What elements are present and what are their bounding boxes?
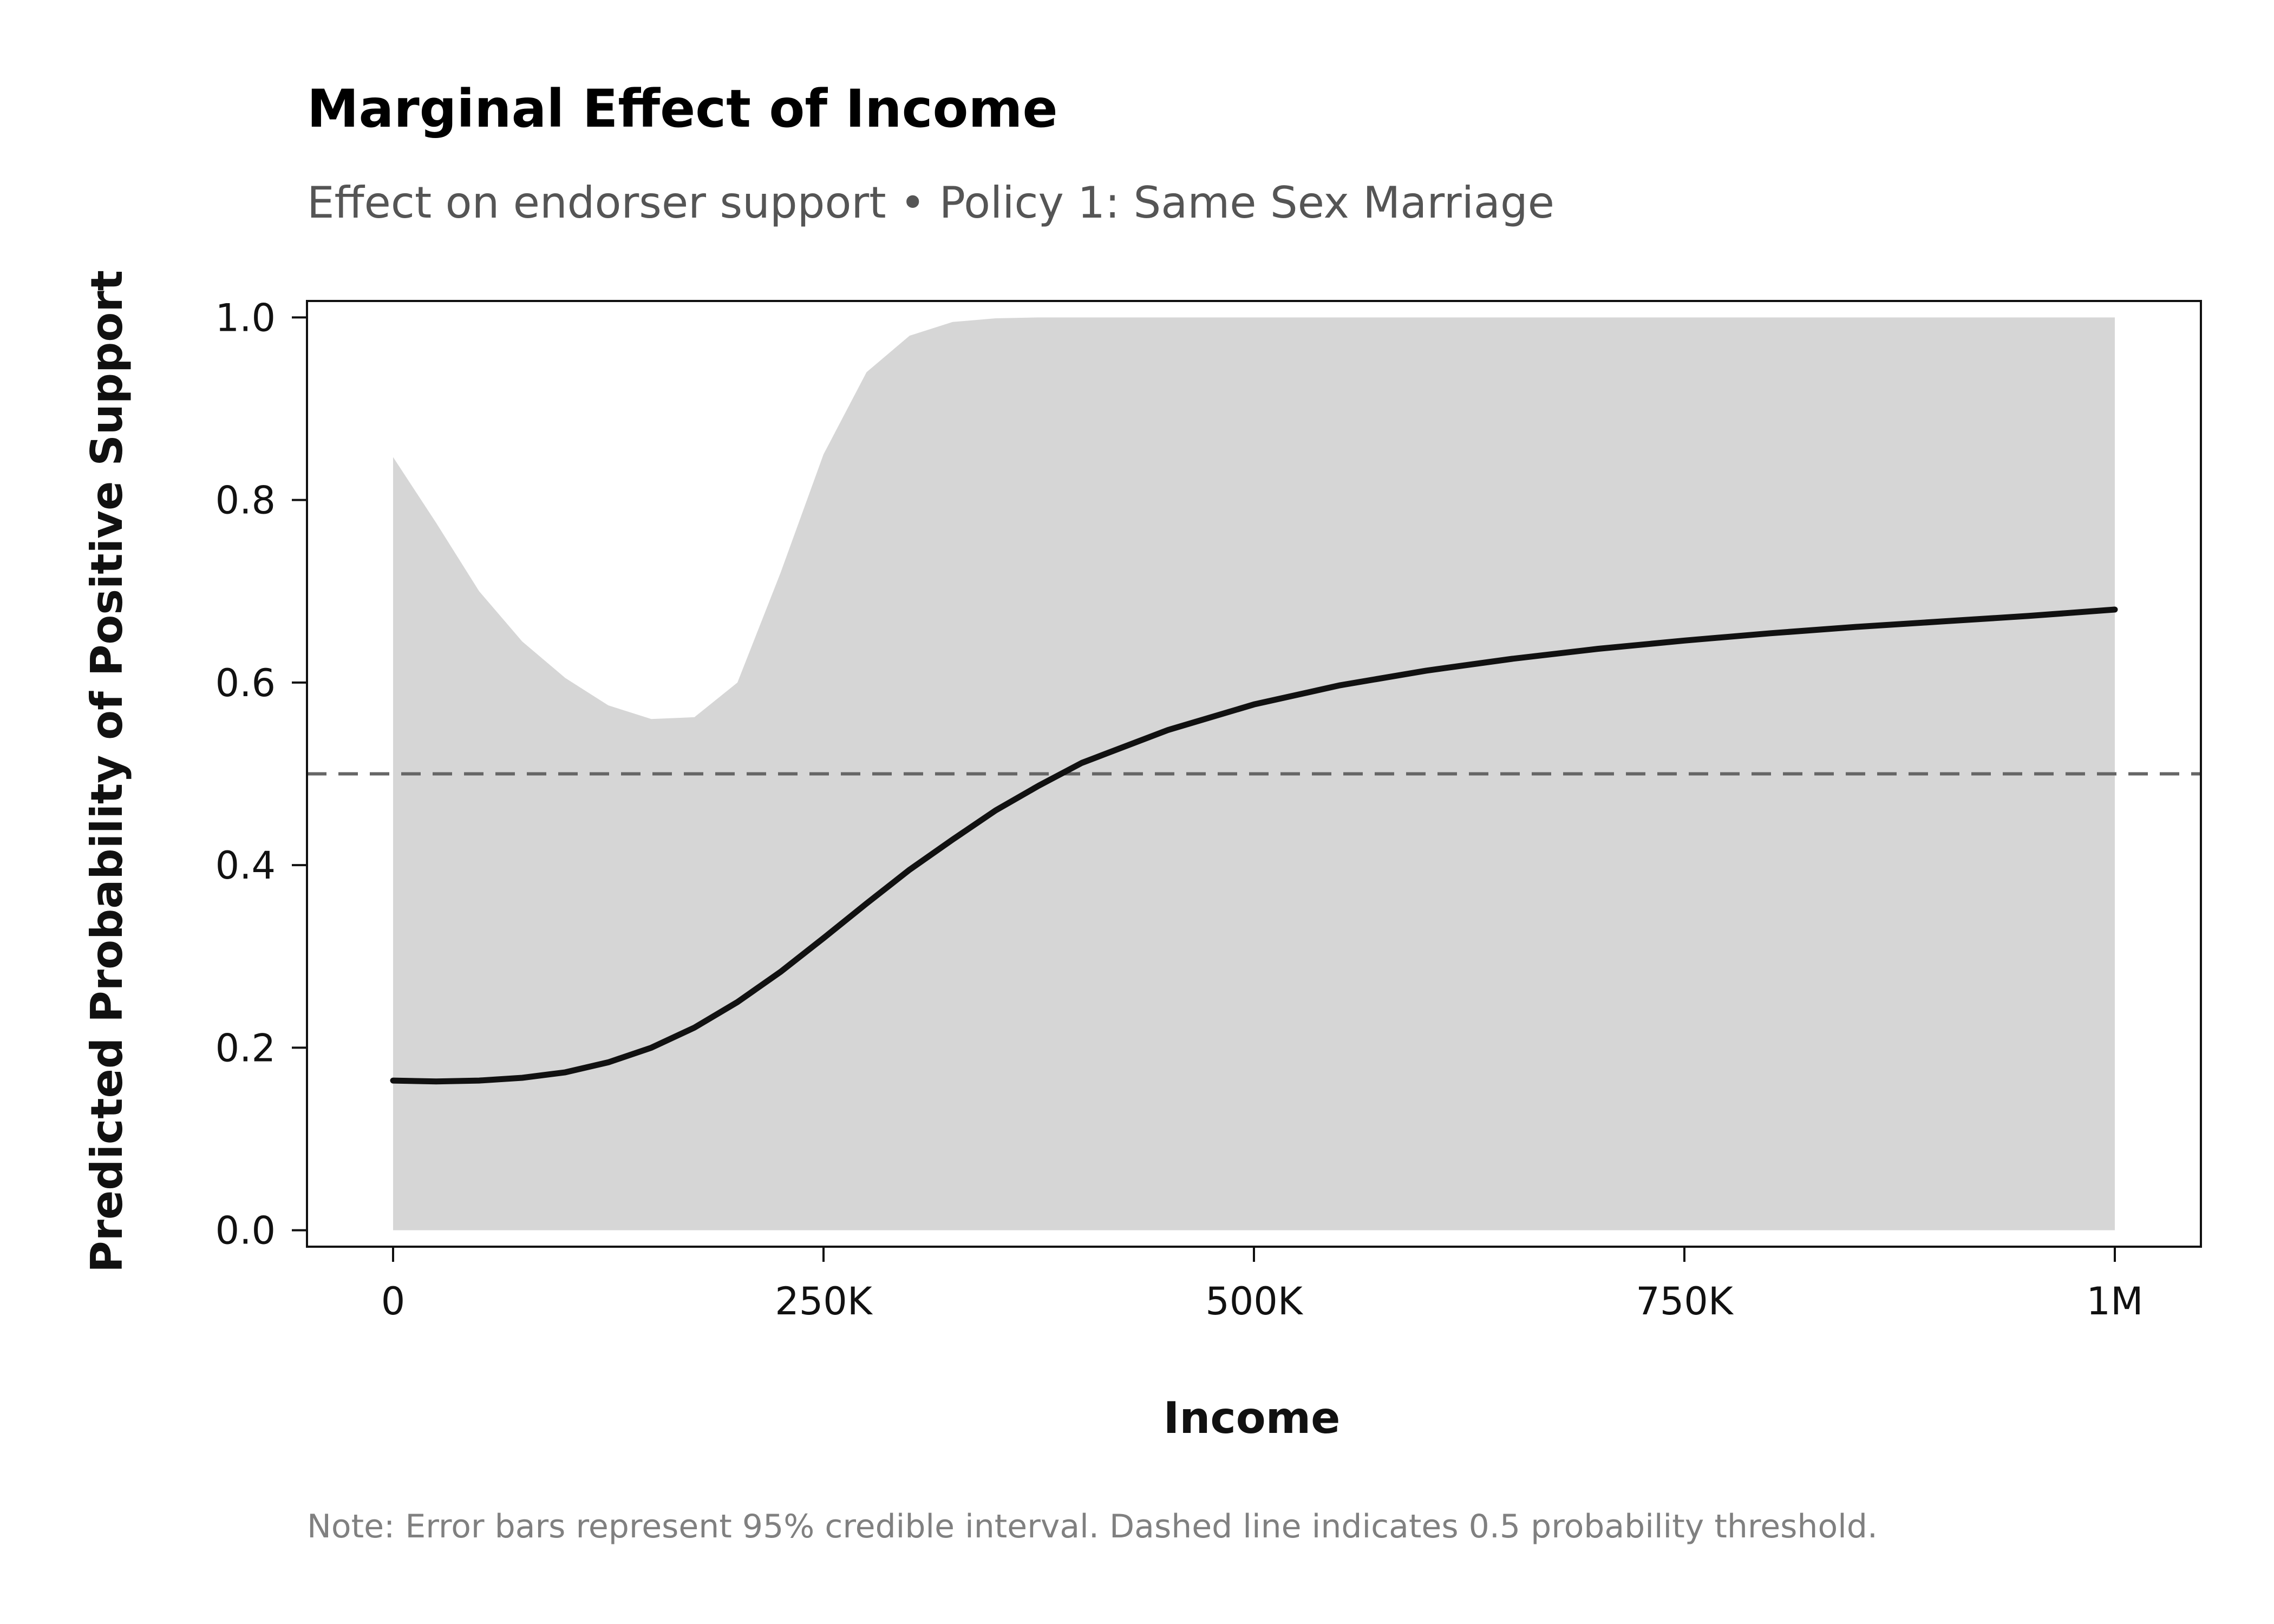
axis-ticks: 0 250K 500K 750K 1M 0.0 0.2 0.4 0.6 0.8 1.0	[215, 296, 2144, 1324]
x-tick-label: 750K	[1636, 1279, 1734, 1324]
x-tick-label: 1M	[2087, 1279, 2144, 1324]
y-tick-label: 0.0	[215, 1209, 276, 1253]
chart-note: Note: Error bars represent 95% credible …	[307, 1508, 1878, 1546]
y-tick-label: 0.4	[215, 843, 276, 888]
x-tick-label: 250K	[775, 1279, 873, 1324]
y-tick-label: 0.8	[215, 479, 276, 523]
plot-area	[306, 300, 2202, 1248]
y-tick-label: 0.2	[215, 1026, 276, 1070]
y-axis-label: Predicted Probability of Positive Suppor…	[82, 270, 132, 1273]
y-tick-label: 0.6	[215, 661, 276, 705]
x-tick-label: 500K	[1205, 1279, 1304, 1324]
y-tick-label: 1.0	[215, 296, 276, 340]
predicted-probability-line	[390, 606, 2118, 1085]
x-axis-label: Income	[1164, 1393, 1341, 1443]
chart-subtitle: Effect on endorser support • Policy 1: S…	[307, 178, 1554, 228]
x-tick-label: 0	[381, 1279, 406, 1324]
chart-title: Marginal Effect of Income	[307, 78, 1058, 139]
